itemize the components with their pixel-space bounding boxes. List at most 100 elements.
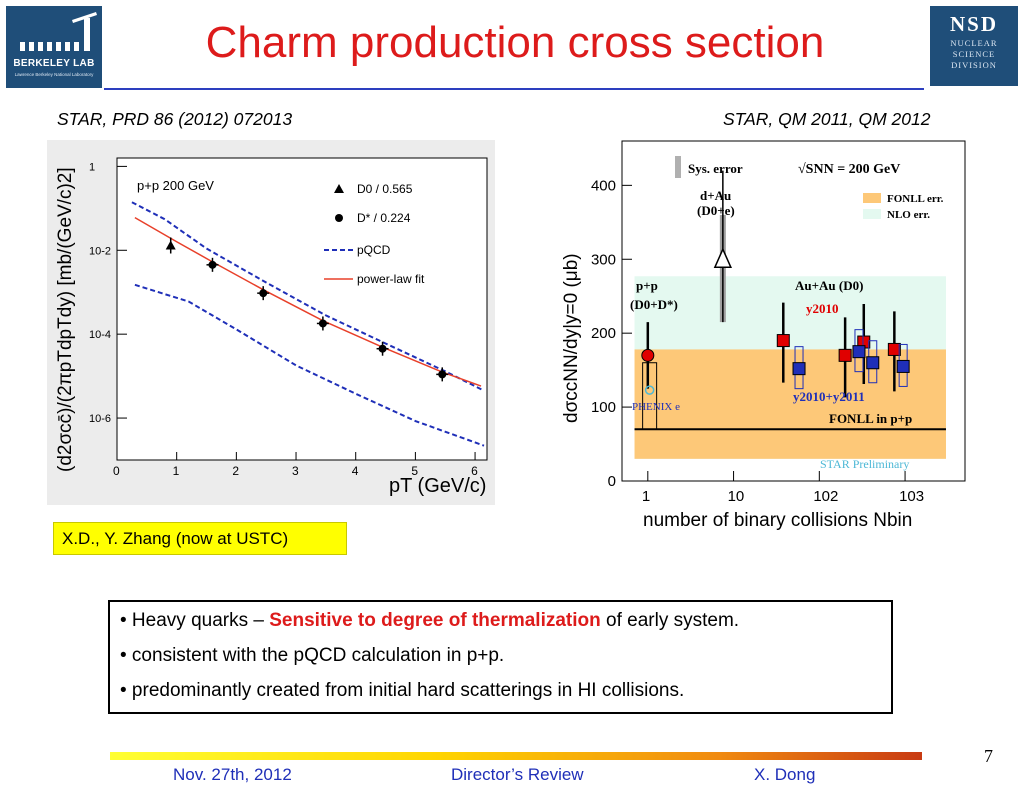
berkeley-lab-name: BERKELEY LAB	[13, 58, 95, 69]
auau-y2010-2011-point	[792, 362, 806, 376]
y-tick-label: 300	[591, 251, 616, 268]
legend-sys-error-swatch	[675, 156, 681, 178]
pqcd-curve	[131, 201, 485, 392]
auau-y2010-point	[838, 348, 852, 362]
legend-sys-error: Sys. error	[688, 161, 743, 176]
x-tick-label: 102	[813, 488, 838, 505]
chart-left-legend-title: p+p 200 GeV	[137, 178, 214, 193]
nsd-logo: NSD NUCLEAR SCIENCE DIVISION	[930, 6, 1018, 86]
auau-y2010-2011-point	[852, 345, 866, 359]
legend-powerlaw: power-law fit	[357, 272, 425, 286]
chart-right-points	[641, 170, 910, 430]
x-tick-label: 5	[411, 464, 418, 478]
chart-left-y-ticks: 1 10-2 10-4 10-6	[89, 161, 127, 425]
label-y2010: y2010	[806, 301, 839, 316]
chart-right-x-ticks: 1 10 102 103	[642, 471, 924, 505]
page-number: 7	[984, 746, 993, 766]
chart-left-x-label: pT (GeV/c)	[389, 475, 486, 497]
chart-right-y-ticks: 0 100 200 300 400	[591, 177, 632, 490]
y-tick-label: 100	[591, 399, 616, 416]
y-tick-label: 10-4	[89, 329, 111, 341]
legend-fonll-swatch	[863, 193, 881, 203]
legend-dstar: D* / 0.224	[357, 211, 411, 225]
label-dau-2: (D0+e)	[697, 203, 735, 218]
label-auau: Au+Au (D0)	[795, 278, 863, 293]
auau-y2010-point	[776, 334, 790, 348]
right-reference: STAR, QM 2011, QM 2012	[723, 109, 931, 129]
auau-y2010-2011-point	[866, 356, 880, 370]
chart-left-x-ticks: 0 1 2 3 4 5 6	[113, 452, 478, 478]
chart-right-x-label: number of binary collisions Nbin	[643, 510, 912, 531]
x-tick-label: 4	[352, 464, 359, 478]
x-tick-label: 3	[292, 464, 299, 478]
footer-gradient-bar	[110, 752, 922, 760]
y-tick-label: 10-2	[89, 245, 111, 257]
powerlaw-fit-curve	[134, 216, 482, 387]
bullet-3: • predominantly created from initial har…	[120, 680, 685, 701]
label-star-preliminary: STAR Preliminary	[820, 457, 909, 471]
label-dau-1: d+Au	[700, 188, 731, 203]
footer-event: Director’s Review	[451, 765, 584, 784]
chart-left-points	[165, 237, 449, 382]
x-tick-label: 103	[899, 488, 924, 505]
dau-data-point	[713, 247, 733, 269]
dstar-data-point	[438, 370, 447, 379]
y-tick-label: 0	[608, 473, 616, 490]
nsd-logo-name: NSD	[949, 12, 998, 36]
legend-energy: √SNN = 200 GeV	[798, 162, 900, 177]
dstar-data-point	[259, 289, 268, 298]
berkeley-lab-logo: BERKELEY LAB Lawrence Berkeley National …	[6, 6, 102, 88]
bullet-1-highlight: Sensitive to degree of thermalization	[269, 610, 601, 631]
y-tick-label: 200	[591, 325, 616, 342]
left-reference: STAR, PRD 86 (2012) 072013	[57, 109, 293, 129]
dstar-data-point	[208, 260, 217, 269]
nsd-logo-words: NUCLEAR SCIENCE DIVISION	[930, 38, 1018, 71]
y-tick-label: 10-6	[89, 413, 111, 425]
label-fonll-pp: FONLL in p+p	[829, 411, 912, 426]
berkeley-lab-subtitle: Lawrence Berkeley National Laboratory	[14, 72, 94, 77]
y-tick-label: 1	[89, 161, 95, 173]
d0-data-point	[165, 240, 176, 250]
label-y2010-y2011: y2010+y2011	[793, 389, 865, 404]
dstar-data-point	[318, 319, 327, 328]
legend-nlo-err: NLO err.	[887, 209, 930, 221]
footer-author: X. Dong	[754, 765, 816, 784]
auau-y2010-2011-point	[896, 359, 910, 373]
legend-pqcd: pQCD	[357, 243, 391, 257]
x-tick-label: 10	[728, 488, 745, 505]
phenix-data-point	[644, 385, 655, 395]
y-tick-label: 400	[591, 177, 616, 194]
chart-pt-spectrum: 0 1 2 3 4 5 6 1 10-2 10-4 10-6 p+p 200 GeV D0 / 0…	[47, 140, 495, 505]
credit-label: X.D., Y. Zhang (now at USTC)	[53, 522, 347, 555]
label-pp-1: p+p	[636, 278, 658, 293]
phenix-sys-box	[642, 362, 658, 430]
legend-fonll-err: FONLL err.	[887, 193, 944, 205]
label-pp-2: (D0+D*)	[630, 297, 678, 312]
bullet-box: • Heavy quarks – Sensitive to degree of …	[108, 600, 893, 714]
nsd-logo-word-1: NUCLEAR	[950, 38, 998, 48]
chart-binary-collisions: 1 10 102 103 0 100 200 300 400 Sys. error √SNN …	[561, 140, 966, 531]
bullet-1-prefix: • Heavy quarks –	[120, 610, 270, 631]
dstar-data-point	[378, 344, 387, 353]
bullet-1-suffix: of early system.	[600, 610, 740, 631]
legend-nlo-swatch	[863, 209, 881, 219]
nsd-logo-word-2: SCIENCE	[952, 49, 996, 59]
bullet-2: • consistent with the pQCD calculation i…	[120, 645, 505, 666]
legend-triangle-marker	[334, 184, 344, 193]
auau-y2010-point	[887, 342, 901, 356]
chart-left-curves	[131, 201, 485, 447]
title-divider	[104, 88, 924, 90]
legend-circle-marker	[335, 214, 343, 222]
label-phenix: PHENIX e	[632, 401, 680, 413]
berkeley-lab-emblem-icon	[20, 12, 97, 51]
chart-left-y-label: (d2σcc̄)/(2πpTdpTdy) [mb/(GeV/c)2]	[55, 167, 76, 472]
x-tick-label: 1	[642, 488, 650, 505]
bullet-1: • Heavy quarks – Sensitive to degree of …	[120, 610, 891, 645]
legend-d0: D0 / 0.565	[357, 182, 413, 196]
chart-right-y-label: dσccNN/dy|y=0 (μb)	[561, 253, 582, 423]
slide-title: Charm production cross section	[205, 18, 825, 67]
x-tick-label: 2	[232, 464, 239, 478]
footer-date: Nov. 27th, 2012	[173, 765, 292, 784]
pqcd-curve	[134, 283, 485, 447]
nsd-logo-word-3: DIVISION	[951, 60, 997, 70]
